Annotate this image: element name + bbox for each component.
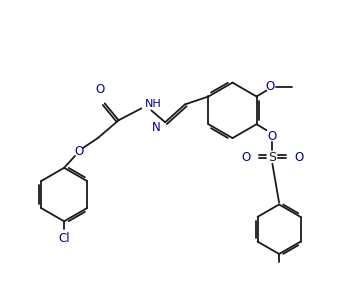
Text: Cl: Cl xyxy=(58,232,70,245)
Text: O: O xyxy=(241,152,250,164)
Text: O: O xyxy=(74,145,84,158)
Text: O: O xyxy=(266,80,275,93)
Text: O: O xyxy=(268,130,277,143)
Text: N: N xyxy=(152,121,160,134)
Text: O: O xyxy=(295,152,304,164)
Text: O: O xyxy=(95,83,104,96)
Text: NH: NH xyxy=(145,99,162,110)
Text: S: S xyxy=(268,152,277,164)
